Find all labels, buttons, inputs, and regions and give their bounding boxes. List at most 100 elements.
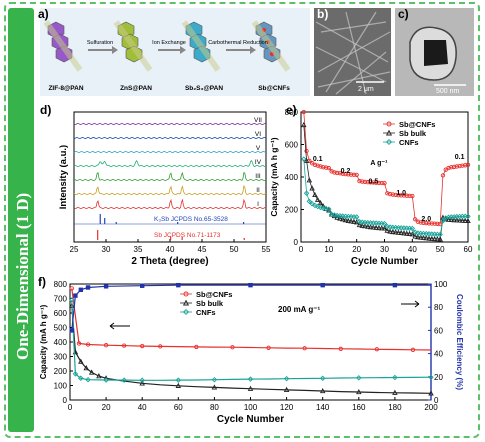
point-sbcnfs-33: [393, 192, 398, 198]
point-cnfs-16: [319, 375, 326, 381]
point-sbbulk-24: [367, 223, 374, 230]
point-sbcnfs-32: [390, 192, 395, 197]
point-sbcnfs-18: [374, 347, 379, 352]
point-sbbulk-26: [373, 224, 379, 230]
xrd-pattern-VII: [73, 122, 267, 126]
point-sbcnfs-12: [335, 170, 340, 176]
point-cnfs-14: [283, 375, 290, 382]
y2-axis-title-f: Coulombic Efficiency (%): [455, 294, 464, 390]
y2-tick-label-80: 80: [434, 303, 443, 312]
point-sbcnfs-25: [371, 180, 376, 185]
panel-a-schematic: a) ZIF-8@PAN ZnS@PAN Sb₂S₃@PAN Sb@CNFs Sulfu…: [38, 7, 310, 96]
point-sbcnfs-59: [465, 162, 471, 167]
point-cnfs-39: [409, 225, 416, 232]
xrd-pattern-III: [74, 171, 267, 182]
point-sbbulk-22: [392, 389, 398, 395]
point-cnfs-59: [465, 213, 471, 220]
x-tick-label-35: 35: [134, 245, 143, 254]
point-sbcnfs-5: [140, 343, 145, 349]
point-sbcnfs-3: [103, 343, 109, 348]
x-tick-label-30: 30: [380, 245, 389, 254]
sem-scale-label: 2 μm: [358, 86, 374, 93]
stage-label-1: ZnS@PAN: [120, 85, 152, 92]
point-sbbulk-20: [356, 221, 363, 228]
point-cnfs-0: [301, 156, 307, 162]
panel-b-label: b): [317, 7, 328, 21]
point-sbcnfs-55: [454, 164, 460, 169]
legend-marker-1: [182, 299, 190, 306]
fiber-0: [43, 20, 83, 72]
series-line-sbcnfs: [303, 111, 469, 225]
point-coulombicefficiency-6: [176, 282, 181, 288]
point-cnfs-50: [440, 218, 446, 224]
point-sbbulk-57: [459, 217, 466, 223]
point-sbbulk-48: [434, 236, 441, 242]
point-sbbulk-12: [334, 214, 340, 220]
point-sbcnfs-23: [365, 180, 370, 185]
sem-fiber-5: [345, 11, 367, 95]
step-label-1: Ion Exchange: [152, 40, 186, 46]
x-tick-label-200: 200: [424, 403, 438, 412]
point-sbcnfs-39: [410, 193, 415, 199]
point-sbbulk-35: [398, 229, 404, 236]
point-sbbulk-52: [445, 216, 452, 222]
legend-label-2: CNFs: [196, 308, 216, 317]
point-sbbulk-0: [301, 121, 307, 128]
sem-fiber-6: [320, 21, 387, 33]
x-axis-title-f: Cycle Number: [217, 414, 284, 425]
legend-marker-1: [385, 129, 393, 136]
legend-label-1: Sb bulk: [399, 129, 427, 138]
pattern-label-V: V: [256, 145, 261, 152]
y-tick-label-200: 200: [285, 206, 299, 215]
point-sbcnfs-44: [424, 220, 429, 226]
point-sbcnfs-0: [69, 286, 74, 291]
point-sbcnfs-15: [343, 171, 348, 177]
rate-label: 200 mA g⁻¹: [278, 305, 320, 314]
y-tick-label-200: 200: [54, 367, 68, 376]
y-tick-label-100: 100: [54, 382, 68, 391]
x-tick-label-40: 40: [166, 245, 175, 254]
point-sbcnfs-0: [301, 109, 306, 115]
y-tick-label-300: 300: [54, 353, 68, 362]
point-cnfs-20: [392, 374, 398, 381]
legend-marker-2: [385, 138, 393, 146]
rate-annotation-6: 0.1: [455, 154, 465, 161]
point-cnfs-5: [314, 203, 321, 210]
ref-label-k3sb: K₃Sb JCPDS No.65-3528: [154, 216, 228, 223]
point-sbbulk-2: [306, 177, 313, 183]
point-sbcnfs-54: [451, 164, 457, 170]
point-cnfs-2: [306, 198, 313, 205]
x-tick-label-10: 10: [324, 245, 333, 254]
x-tick-label-60: 60: [464, 245, 473, 254]
ce-arrow: [401, 300, 420, 308]
sidebar-title-text: One-Dimensional (1 D): [13, 192, 32, 360]
xrd-pattern-II: [73, 184, 267, 196]
point-sbbulk-16: [345, 217, 352, 224]
chart-d-xrd: d) 25 30 35 40 45 50 55 2 Theta (degree) Intensit…: [40, 103, 271, 267]
x-axis-title-e: Cycle Number: [351, 256, 418, 267]
rate-annotation-1: 0.2: [341, 168, 351, 175]
point-sbbulk-8: [139, 380, 145, 386]
point-sbbulk-55: [454, 217, 460, 223]
x-tick-label-80: 80: [210, 403, 219, 412]
point-cnfs-4: [103, 377, 109, 383]
legend-marker-0: [386, 121, 392, 127]
point-sbbulk-41: [415, 234, 421, 240]
point-sbbulk-42: [417, 234, 424, 240]
rate-annotation-3: 0.5: [368, 179, 378, 186]
point-sbbulk-22: [362, 223, 368, 229]
y2-tick-label-40: 40: [434, 350, 443, 359]
point-sbcnfs-45: [426, 221, 432, 226]
y-tick-label-800: 800: [54, 280, 68, 289]
sem-fiber-1: [317, 31, 391, 73]
stage-label-0: ZIF-8@PAN: [48, 85, 83, 92]
point-sbbulk-18: [351, 218, 357, 224]
point-sbcnfs-35: [399, 193, 404, 198]
point-cnfs-3: [85, 376, 91, 383]
point-sbcnfs-56: [457, 163, 462, 169]
point-sbcnfs-48: [435, 221, 440, 226]
capacity-arrow: [109, 322, 130, 330]
legend-label-0: Sb@CNFs: [399, 120, 435, 129]
point-cnfs-51: [442, 215, 449, 221]
point-coulombicefficiency-4: [103, 284, 109, 289]
